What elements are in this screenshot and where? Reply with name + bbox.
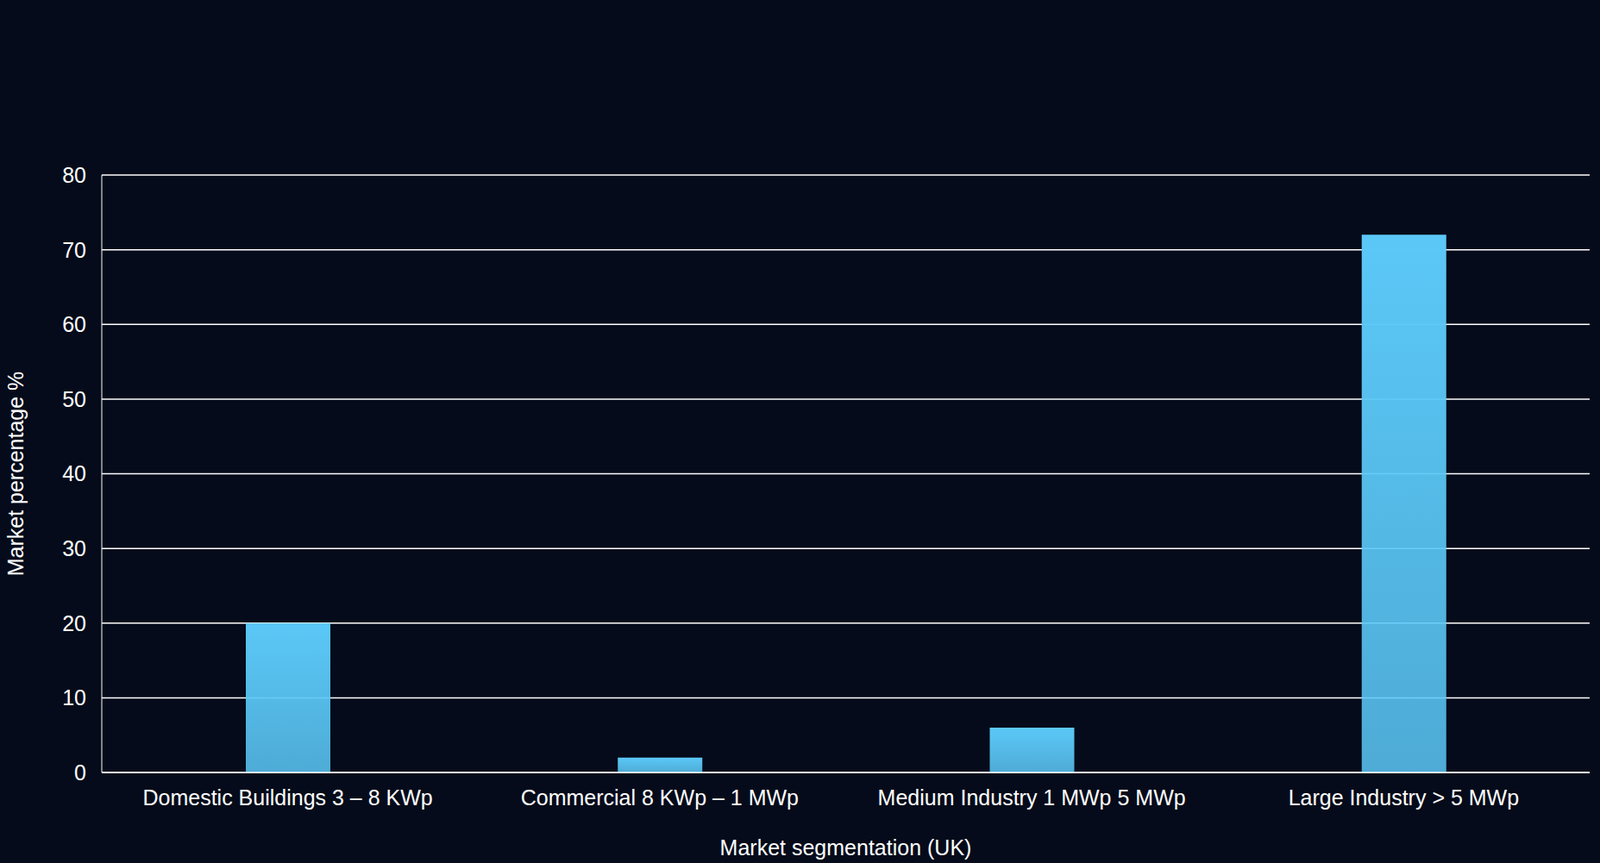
svg-text:60: 60 [62, 312, 87, 337]
svg-text:Medium Industry 1 MWp 5 MWp: Medium Industry 1 MWp 5 MWp [878, 785, 1186, 810]
svg-text:0: 0 [74, 760, 87, 785]
svg-text:Market segmentation (UK): Market segmentation (UK) [720, 835, 973, 860]
svg-text:70: 70 [62, 238, 87, 263]
svg-text:Domestic Buildings 3 – 8 KWp: Domestic Buildings 3 – 8 KWp [142, 785, 433, 810]
svg-text:10: 10 [62, 685, 87, 710]
svg-text:Market percentage %: Market percentage % [3, 371, 28, 578]
svg-text:80: 80 [62, 163, 87, 188]
svg-text:Commercial 8 KWp – 1 MWp: Commercial 8 KWp – 1 MWp [520, 785, 799, 810]
svg-text:50: 50 [62, 387, 87, 412]
svg-text:30: 30 [62, 536, 87, 561]
svg-text:40: 40 [62, 461, 87, 486]
svg-text:20: 20 [62, 611, 87, 636]
svg-text:Large Industry > 5 MWp: Large Industry > 5 MWp [1288, 785, 1519, 810]
